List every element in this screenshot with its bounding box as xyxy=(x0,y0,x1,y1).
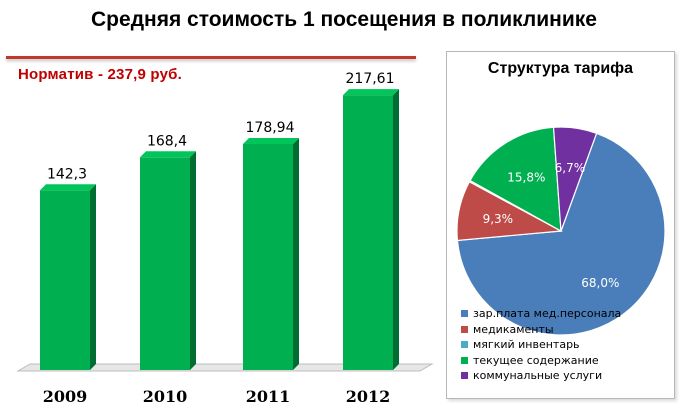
bar-side xyxy=(393,89,399,370)
pie-legend: зар.плата мед.персонала медикаменты мягкий… xyxy=(461,306,621,384)
bar-front xyxy=(243,143,293,370)
legend-item: медикаменты xyxy=(461,322,621,338)
bar-front xyxy=(40,190,90,370)
pie-slice-label: 6,7% xyxy=(555,161,586,175)
legend-swatch xyxy=(461,341,468,349)
pie-slice-label: 68,0% xyxy=(581,276,619,290)
bar-value-label: 178,94 xyxy=(246,120,295,136)
title-underline xyxy=(6,56,416,59)
bar-top xyxy=(243,137,299,144)
bar-top xyxy=(40,184,96,191)
legend-item: зар.плата мед.персонала xyxy=(461,306,621,322)
bar-floor xyxy=(16,363,434,372)
pie-slice xyxy=(456,132,666,336)
bar-front xyxy=(343,95,393,370)
bar-side xyxy=(293,137,299,370)
pie-slice-label: 15,8% xyxy=(507,171,545,185)
pie-slice-label: 9,3% xyxy=(483,212,513,226)
bar-top xyxy=(343,89,399,96)
legend-item: мягкий инвентарь xyxy=(461,337,621,353)
norm-label: Норматив - 237,9 руб. xyxy=(18,66,182,83)
bar-2009 xyxy=(40,184,96,370)
page-title: Средняя стоимость 1 посещения в поликлин… xyxy=(91,8,597,31)
bar-front xyxy=(140,157,190,370)
pie-chart-title: Структура тарифа xyxy=(487,60,634,77)
pie-chart-panel: Структура тарифа 68,0%9,3%0,2%15,8%6,7% … xyxy=(446,51,675,399)
bar-2010 xyxy=(140,151,196,370)
bar-chart: 142,3 2009 168,4 2010 178,94 2011 217,61 2012 xyxy=(16,71,434,406)
pie-slice xyxy=(552,126,598,232)
pie-chart: 68,0%9,3%0,2%15,8%6,7% xyxy=(456,126,666,336)
bar-value-label: 168,4 xyxy=(147,133,187,149)
legend-label: зар.плата мед.персонала xyxy=(473,307,622,321)
bar-value-label: 217,61 xyxy=(346,71,395,87)
bar-2011 xyxy=(243,137,299,370)
x-tick-label: 2012 xyxy=(346,387,391,406)
x-tick-label: 2009 xyxy=(43,387,88,406)
pie-slice xyxy=(469,126,562,233)
legend-swatch xyxy=(461,372,468,380)
legend-item: текущее содержание xyxy=(461,353,621,369)
legend-label: мягкий инвентарь xyxy=(473,338,580,352)
legend-swatch xyxy=(461,310,468,318)
legend-label: коммунальные услуги xyxy=(473,369,603,383)
legend-swatch xyxy=(461,325,468,333)
legend-label: медикаменты xyxy=(473,322,554,336)
x-tick-label: 2011 xyxy=(246,387,291,406)
bar-side xyxy=(190,151,196,370)
bar-2012 xyxy=(343,89,399,370)
bar-value-label: 142,3 xyxy=(47,166,87,182)
bar-top xyxy=(140,151,196,158)
legend-item: коммунальные услуги xyxy=(461,368,621,384)
bar-side xyxy=(90,184,96,370)
legend-label: текущее содержание xyxy=(473,353,599,367)
x-tick-label: 2010 xyxy=(143,387,188,406)
legend-swatch xyxy=(461,356,468,364)
